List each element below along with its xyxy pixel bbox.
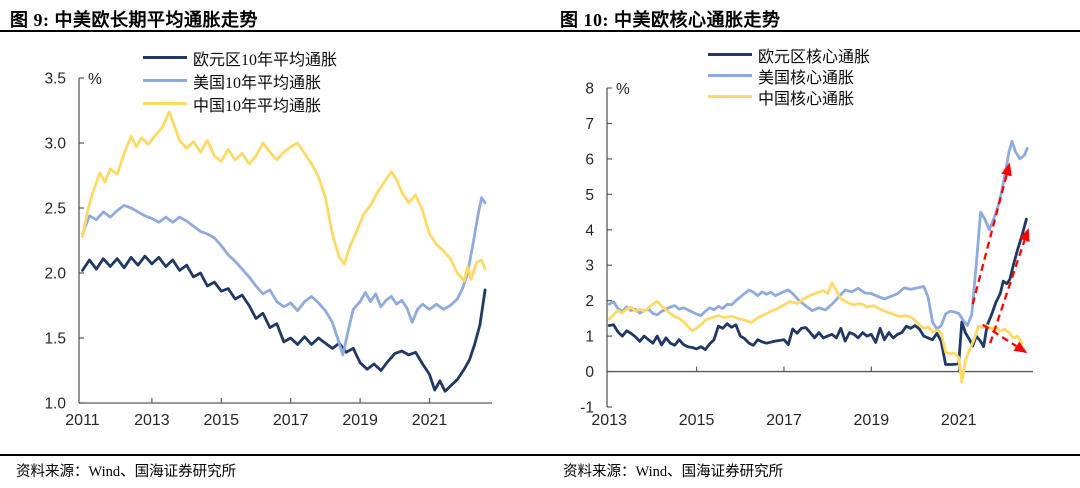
y-tick-label: 1 bbox=[585, 329, 594, 346]
legend-item: 欧元区核心通胀 bbox=[708, 44, 871, 66]
legend-line-swatch bbox=[708, 73, 752, 78]
legend-line-swatch bbox=[143, 55, 187, 60]
legend-item: 中国10年平均通胀 bbox=[143, 92, 337, 115]
figure-10-legend: 欧元区核心通胀 美国核心通胀 中国核心通胀 bbox=[708, 44, 871, 108]
annotation-arrow-line-2 bbox=[982, 323, 1017, 348]
x-tick-label: 2013 bbox=[134, 412, 170, 429]
annotation-arrowhead-0 bbox=[1001, 162, 1012, 177]
legend-item: 美国核心通胀 bbox=[708, 65, 870, 87]
y-tick-label: 3.5 bbox=[44, 71, 66, 88]
y-tick-label: 3 bbox=[585, 258, 594, 275]
legend-item: 中国核心通胀 bbox=[708, 86, 870, 108]
x-tick-label: 2015 bbox=[203, 412, 239, 429]
legend-line-swatch bbox=[143, 101, 187, 106]
legend-line-swatch bbox=[708, 94, 752, 99]
figure-10-source: 资料来源：Wind、国海证券研究所 bbox=[563, 460, 783, 481]
annotation-arrowhead-2 bbox=[1013, 341, 1028, 354]
title-underline-rule bbox=[0, 30, 1080, 33]
source-label: 资料来源： bbox=[16, 464, 89, 480]
series-line-1 bbox=[81, 196, 487, 357]
legend-line-swatch bbox=[708, 52, 752, 57]
x-tick-label: 2015 bbox=[679, 412, 715, 429]
series-line-1 bbox=[607, 139, 1029, 331]
y-tick-label: 0 bbox=[585, 364, 594, 381]
axis-unit-label: % bbox=[616, 81, 630, 98]
figure-9-source: 资料来源：Wind、国海证券研究所 bbox=[16, 460, 236, 481]
legend-label: 欧元区10年平均通胀 bbox=[193, 51, 338, 69]
legend-label: 中国10年平均通胀 bbox=[193, 97, 322, 115]
legend-item: 欧元区10年平均通胀 bbox=[143, 46, 337, 69]
annotation-arrow-line-1 bbox=[989, 239, 1026, 344]
legend-line-swatch bbox=[143, 78, 187, 83]
y-tick-label: 7 bbox=[585, 116, 594, 133]
y-tick-label: 1.5 bbox=[44, 331, 66, 348]
x-tick-label: 2011 bbox=[65, 412, 100, 429]
series-line-2 bbox=[81, 110, 487, 283]
figure-9-title: 图 9: 中美欧长期平均通胀走势 bbox=[10, 10, 258, 30]
x-tick-label: 2019 bbox=[342, 412, 378, 429]
series-line-0 bbox=[81, 254, 487, 393]
x-tick-label: 2021 bbox=[412, 412, 448, 429]
source-value: Wind、国海证券研究所 bbox=[88, 464, 237, 480]
y-tick-label: 4 bbox=[585, 222, 594, 239]
annotation-arrowhead-1 bbox=[1019, 228, 1030, 242]
y-tick-label: 2.5 bbox=[44, 201, 66, 218]
legend-label: 欧元区核心通胀 bbox=[758, 48, 871, 66]
series-line-0 bbox=[607, 217, 1028, 366]
y-tick-label: 5 bbox=[585, 187, 594, 204]
y-tick-label: 6 bbox=[585, 151, 594, 168]
figure-10-panel: 图 10: 中美欧核心通胀走势 欧元区核心通胀 美国核心通胀 中国核心通胀 -1 0 1… bbox=[543, 0, 1080, 488]
y-tick-label: 3.0 bbox=[44, 136, 66, 153]
axis-unit-label: % bbox=[88, 71, 102, 88]
y-tick-label: 2 bbox=[585, 293, 594, 310]
source-label: 资料来源： bbox=[563, 464, 636, 480]
y-tick-label: 1.0 bbox=[44, 396, 66, 413]
series-line-2 bbox=[607, 281, 1024, 384]
y-tick-label: 8 bbox=[585, 81, 594, 98]
figure-10-line-chart: -1 0 1 2 3 4 5 6 7 8 2013 2015 2017 2019 2021% bbox=[580, 81, 1033, 429]
footer-rule bbox=[0, 454, 1080, 456]
legend-label: 中国核心通胀 bbox=[758, 90, 855, 108]
x-tick-label: 2013 bbox=[591, 412, 627, 429]
figure-9-line-chart: 1.0 1.5 2.0 2.5 3.0 3.5 2011 2013 2015 2017 2019 20… bbox=[44, 71, 492, 429]
legend-label: 美国核心通胀 bbox=[758, 69, 855, 87]
y-tick-label: 2.0 bbox=[44, 266, 66, 283]
figure-10-title: 图 10: 中美欧核心通胀走势 bbox=[560, 10, 781, 30]
x-tick-label: 2017 bbox=[273, 412, 309, 429]
x-tick-label: 2021 bbox=[941, 412, 977, 429]
figure-9-panel: 图 9: 中美欧长期平均通胀走势 欧元区10年平均通胀 美国10年平均通胀 中国10… bbox=[0, 0, 537, 488]
y-tick-label: -1 bbox=[580, 400, 594, 417]
legend-label: 美国10年平均通胀 bbox=[193, 74, 322, 92]
legend-item: 美国10年平均通胀 bbox=[143, 69, 337, 92]
figure-9-legend: 欧元区10年平均通胀 美国10年平均通胀 中国10年平均通胀 bbox=[143, 46, 337, 115]
x-tick-label: 2017 bbox=[766, 412, 802, 429]
source-value: Wind、国海证券研究所 bbox=[635, 464, 784, 480]
x-tick-label: 2019 bbox=[854, 412, 890, 429]
